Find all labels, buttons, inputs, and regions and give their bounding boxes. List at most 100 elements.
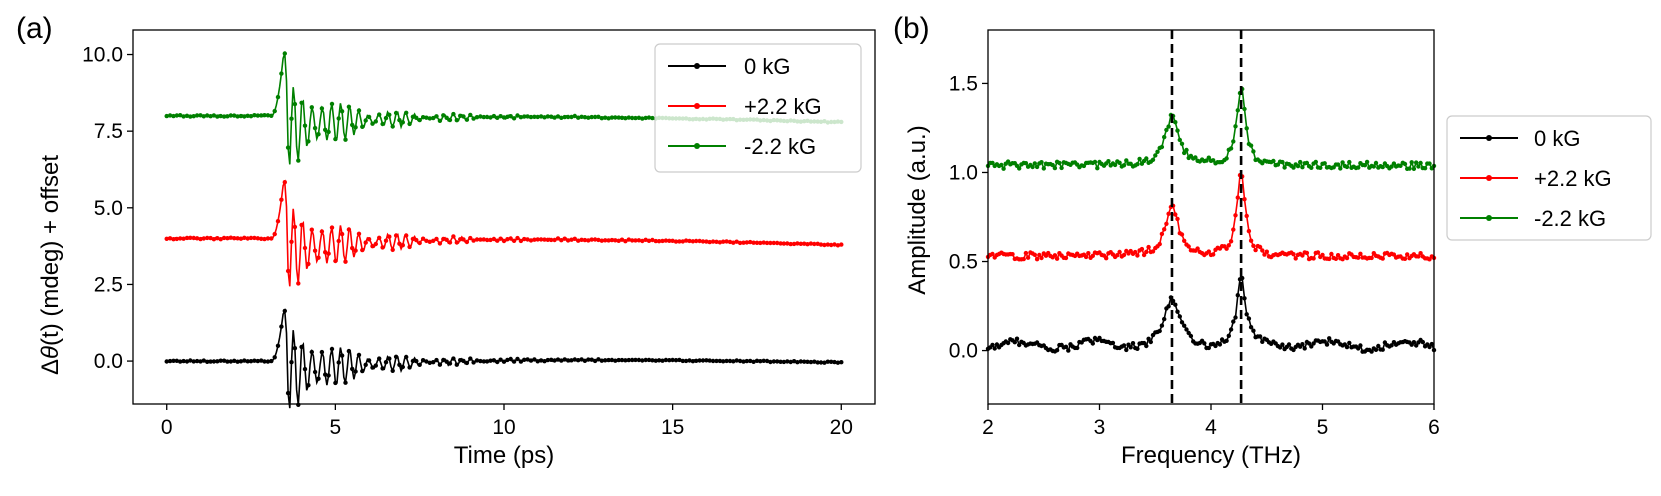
a-series-point — [484, 114, 490, 120]
a-series-point — [505, 357, 510, 363]
a-series-point — [404, 110, 409, 116]
a-series-point — [592, 114, 598, 120]
a-series-point — [336, 238, 341, 244]
a-series-point — [818, 360, 824, 365]
b-series-point — [1130, 341, 1136, 346]
b-series-point — [1117, 160, 1122, 165]
a-series-point — [306, 383, 311, 388]
a-series-point — [778, 241, 783, 246]
a-series-point — [326, 373, 331, 378]
a-series-point — [235, 114, 240, 119]
a-series-point — [407, 244, 412, 250]
a-series-point — [400, 243, 405, 248]
b-series-point — [1106, 159, 1111, 164]
a-series-point — [522, 236, 527, 242]
a-series-point — [511, 116, 517, 121]
a-series-point — [312, 369, 318, 375]
a-series-point — [393, 110, 399, 116]
a-series-point — [552, 237, 557, 243]
panel-a-x-axis-label: Time (ps) — [454, 442, 554, 469]
a-series-point — [515, 235, 520, 241]
b-series-point — [1380, 164, 1385, 170]
b-series-point — [1179, 141, 1185, 146]
a-series-point — [667, 238, 672, 243]
b-series-point — [1021, 256, 1026, 262]
a-series-point — [549, 357, 554, 362]
b-series-point — [1315, 250, 1321, 255]
a-series-point — [181, 236, 186, 241]
a-series-point — [265, 113, 271, 118]
b-series-point — [1246, 316, 1252, 321]
a-series-point — [673, 358, 679, 363]
a-series-point — [542, 359, 547, 364]
a-series-point — [825, 242, 830, 247]
a-series-point — [565, 238, 571, 243]
b-ytick-label: 1.5 — [949, 72, 978, 95]
a-series-point — [640, 238, 645, 244]
b-series-point — [1405, 252, 1410, 257]
legend-a-label-minus2kG: -2.2 kG — [744, 134, 816, 159]
a-series-point — [201, 236, 206, 241]
a-series-point — [683, 358, 689, 364]
b-series-point — [1407, 166, 1412, 171]
a-series-point — [343, 259, 348, 264]
a-series-point — [208, 359, 213, 364]
a-series-point — [238, 359, 244, 364]
a-series-point — [279, 197, 284, 202]
a-series-point — [606, 357, 611, 363]
a-series-point — [292, 101, 298, 107]
a-series-point — [458, 237, 463, 242]
a-series-point — [818, 242, 824, 247]
b-series-point — [1086, 251, 1091, 256]
a-series-point — [194, 236, 200, 241]
a-series-point — [559, 115, 564, 121]
b-series-point — [1186, 244, 1191, 249]
a-series-point — [616, 357, 621, 363]
a-series-point — [822, 242, 827, 248]
a-series-point — [232, 113, 237, 118]
b-series-point — [1248, 325, 1254, 330]
a-series-point — [724, 239, 729, 244]
a-series-point — [680, 239, 685, 244]
a-series-point — [778, 359, 783, 364]
b-series-point — [1286, 342, 1292, 347]
b-series-point — [1179, 232, 1185, 237]
a-series-point — [215, 236, 220, 241]
a-series-point — [630, 115, 635, 121]
b-series-point — [1148, 339, 1154, 345]
a-series-point — [431, 115, 436, 121]
b-series-point — [1380, 256, 1385, 261]
b-series-point — [1135, 346, 1140, 351]
a-series-point — [535, 359, 540, 364]
a-series-point — [424, 238, 429, 243]
a-series-point — [306, 261, 311, 267]
a-series-point — [191, 235, 196, 241]
a-series-point — [660, 358, 665, 363]
a-series-point — [414, 358, 419, 364]
b-series-point — [1034, 257, 1040, 262]
a-series-point — [771, 359, 776, 364]
a-series-point — [444, 359, 449, 364]
b-ytick-label: 0.0 — [949, 340, 978, 363]
b-series-point — [1211, 158, 1216, 163]
a-series-point — [471, 360, 476, 365]
b-series-point — [1313, 159, 1319, 165]
a-series-point — [710, 239, 716, 244]
a-series-point — [464, 360, 470, 366]
a-series-point — [576, 358, 581, 363]
a-series-point — [596, 357, 601, 362]
b-series-point — [1112, 162, 1118, 168]
a-series-point — [296, 281, 301, 286]
b-series-point — [1224, 338, 1229, 343]
a-series-point — [259, 358, 264, 363]
b-series-point — [1304, 160, 1310, 166]
a-series-point — [191, 114, 196, 119]
a-series-point — [623, 358, 628, 363]
a-series-point — [592, 237, 598, 242]
a-series-point — [198, 359, 203, 364]
b-series-point — [1248, 143, 1254, 148]
b-series-point — [1293, 256, 1298, 261]
b-series-point — [1291, 165, 1296, 170]
a-series-point — [673, 239, 679, 244]
b-series-point — [1135, 253, 1140, 258]
